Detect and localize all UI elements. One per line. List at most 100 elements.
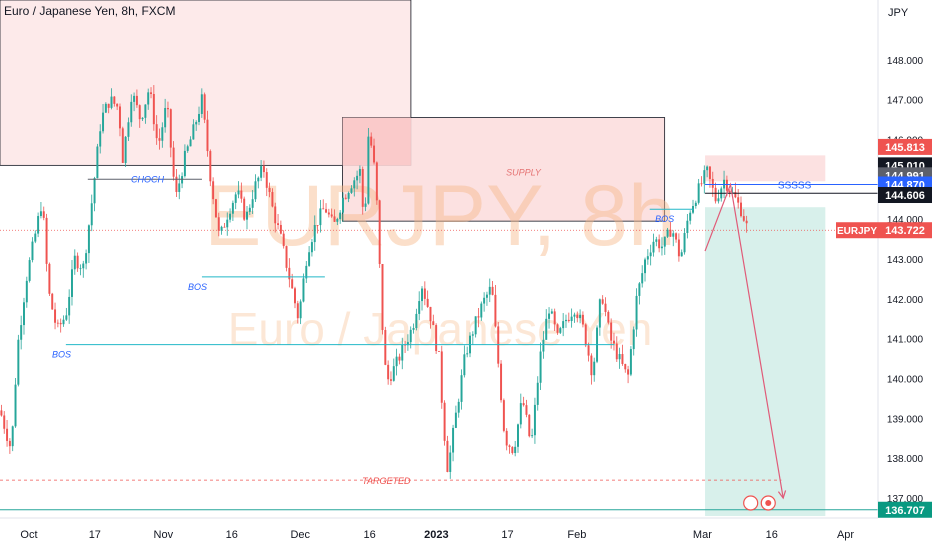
y-tick-label: 142.000: [887, 295, 924, 306]
candle-body: [135, 95, 138, 106]
candle-body: [694, 202, 697, 206]
candle-body: [548, 313, 551, 319]
candle-body: [161, 127, 164, 141]
candle-body: [689, 212, 692, 221]
candle-body: [525, 405, 528, 415]
y-tick-label: 148.000: [887, 56, 924, 67]
candle-body: [220, 226, 223, 231]
candle-body: [310, 242, 313, 253]
candle-body: [658, 239, 661, 249]
candle-body: [381, 263, 384, 331]
currency-label: JPY: [888, 7, 909, 19]
candle-body: [564, 319, 567, 322]
candle-body: [54, 309, 57, 323]
event-record-dot: [765, 500, 772, 506]
candle-body: [45, 217, 48, 264]
candle-body: [294, 288, 296, 304]
candle-body: [508, 445, 511, 447]
candle-body: [666, 229, 669, 237]
y-tick-label: 141.000: [887, 335, 924, 346]
candle-body: [542, 339, 545, 352]
candle-body: [737, 197, 740, 203]
candle-body: [169, 109, 172, 148]
candle-body: [59, 322, 62, 325]
candle-body: [421, 288, 424, 302]
candle-body: [452, 427, 455, 453]
candle-body: [635, 295, 638, 330]
candle-body: [34, 233, 37, 242]
candle-body: [141, 117, 144, 120]
candle-body: [234, 194, 237, 203]
candle-body: [144, 104, 147, 118]
candle-body: [700, 183, 703, 185]
y-tick-label: 144.000: [887, 215, 924, 226]
candle-body: [296, 303, 299, 319]
candle-body: [356, 175, 359, 181]
projection-arrowhead: [777, 490, 787, 500]
candle-body: [392, 366, 395, 381]
candle-body: [189, 139, 192, 147]
candle-body: [531, 435, 534, 437]
candle-body: [604, 303, 607, 312]
trade-note: SSSSS: [778, 180, 812, 191]
candle-body: [677, 239, 680, 257]
candle-body: [581, 314, 584, 325]
level-label-choch: CHOCH: [131, 174, 164, 184]
candle-body: [3, 415, 6, 429]
candle-body: [246, 211, 248, 220]
x-tick-label: 16: [364, 529, 376, 541]
candle-body: [395, 356, 398, 367]
candle-body: [322, 208, 325, 210]
candle-body: [714, 187, 717, 202]
candle-body: [562, 321, 565, 329]
x-tick-label: Apr: [837, 529, 854, 541]
candle-body: [409, 329, 412, 343]
candle-body: [206, 119, 209, 152]
candle-body: [229, 213, 232, 220]
candle-body: [660, 246, 663, 249]
candle-body: [150, 92, 153, 94]
candle-body: [214, 199, 217, 218]
candle-body: [8, 440, 11, 447]
candle-body: [644, 259, 647, 274]
candle-body: [477, 316, 480, 318]
candle-body: [178, 183, 181, 192]
candle-body: [615, 343, 618, 360]
candle-body: [48, 263, 51, 294]
candle-body: [350, 188, 353, 193]
candle-body: [39, 211, 42, 217]
candle-body: [271, 192, 274, 207]
level-label-bos: BOS: [52, 350, 71, 360]
candle-body: [466, 353, 469, 355]
candle-body: [166, 107, 169, 110]
candle-body: [629, 349, 632, 375]
candle-body: [62, 319, 65, 325]
candle-body: [124, 136, 127, 163]
candle-body: [480, 303, 483, 318]
candle-body: [446, 440, 449, 472]
x-tick-label: 17: [89, 529, 101, 541]
candle-body: [302, 278, 305, 302]
candle-body: [87, 225, 90, 254]
price-tag: [878, 138, 932, 155]
candle-body: [437, 351, 440, 352]
candle-body: [638, 283, 641, 296]
candle-body: [460, 375, 463, 402]
candle-body: [652, 241, 655, 253]
x-tick-label: 2023: [424, 529, 448, 541]
candle-body: [522, 403, 525, 406]
candle-body: [200, 94, 203, 114]
symbol-badge-label: EURJPY: [837, 226, 877, 237]
candle-body: [632, 329, 635, 350]
candle-body: [389, 379, 392, 381]
candle-body: [697, 183, 700, 203]
candle-body: [576, 314, 579, 319]
candle-body: [316, 224, 319, 226]
candle-body: [502, 400, 505, 431]
candle-body: [68, 296, 71, 316]
candle-body: [584, 324, 587, 346]
candle-body: [612, 340, 615, 344]
candle-body: [226, 219, 229, 228]
